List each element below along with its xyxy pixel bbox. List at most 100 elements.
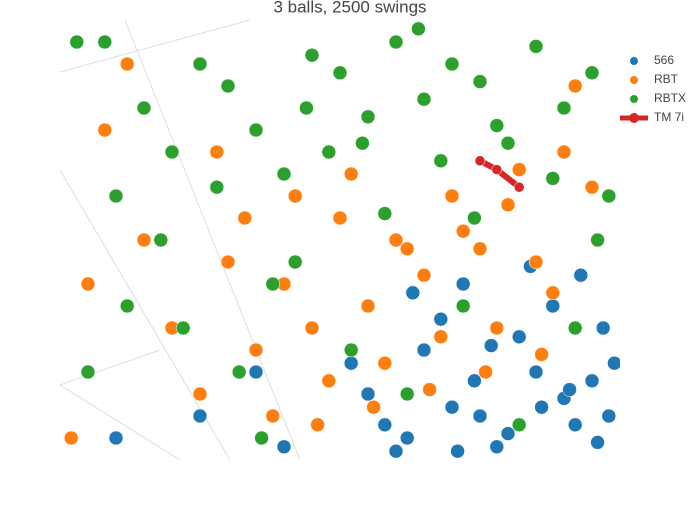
legend-marker	[629, 113, 639, 123]
point	[573, 267, 589, 283]
point	[455, 298, 471, 314]
point	[343, 342, 359, 358]
point	[534, 399, 549, 415]
point	[450, 443, 465, 459]
point	[545, 285, 561, 301]
point	[287, 254, 303, 270]
point	[483, 338, 499, 353]
point	[567, 78, 583, 94]
point	[377, 206, 393, 221]
point	[343, 355, 359, 371]
point	[175, 320, 191, 336]
point	[601, 408, 617, 424]
point	[265, 276, 281, 292]
point	[265, 408, 281, 424]
point	[478, 364, 493, 380]
point	[416, 91, 432, 107]
point	[304, 320, 320, 336]
legend-label: TM 7i	[654, 110, 684, 124]
point	[489, 118, 505, 133]
point	[321, 373, 337, 389]
point	[567, 320, 583, 336]
point	[513, 181, 525, 193]
point	[377, 355, 393, 371]
point	[248, 364, 264, 380]
point	[489, 320, 505, 336]
point	[416, 342, 432, 358]
point	[556, 100, 572, 116]
point	[254, 430, 269, 446]
point	[388, 443, 404, 459]
point	[422, 382, 437, 397]
point	[491, 164, 503, 175]
point	[500, 426, 516, 441]
point	[528, 364, 544, 380]
point	[192, 386, 208, 402]
legend-marker	[630, 57, 638, 65]
point	[136, 100, 152, 116]
point	[607, 355, 620, 371]
point	[360, 109, 376, 125]
axes-3d	[60, 20, 301, 460]
point	[136, 232, 152, 248]
point	[528, 39, 544, 54]
point	[399, 430, 415, 446]
point	[411, 21, 426, 37]
point	[276, 439, 292, 455]
point	[584, 373, 600, 389]
point	[500, 135, 516, 151]
point	[500, 197, 516, 213]
point	[595, 320, 611, 336]
point	[97, 122, 113, 138]
point	[584, 179, 600, 195]
point	[108, 430, 124, 446]
point	[355, 135, 370, 151]
plot-area	[63, 21, 620, 459]
point	[433, 311, 449, 327]
point	[332, 210, 348, 226]
point	[567, 417, 583, 433]
point	[119, 56, 135, 72]
point	[80, 364, 96, 380]
point	[310, 417, 325, 433]
point	[388, 34, 404, 50]
point	[455, 223, 471, 239]
point	[444, 188, 460, 204]
point	[209, 144, 225, 160]
point	[276, 166, 292, 182]
point	[444, 56, 460, 72]
point	[220, 254, 236, 270]
point	[472, 408, 488, 424]
point	[287, 188, 303, 204]
chart-title: 3 balls, 2500 swings	[273, 0, 426, 16]
point	[601, 188, 617, 204]
point	[467, 373, 482, 389]
point	[164, 144, 180, 160]
point	[377, 417, 393, 433]
point	[590, 232, 605, 248]
point	[97, 34, 113, 50]
point	[108, 188, 124, 204]
legend-marker	[630, 76, 638, 84]
point	[433, 329, 449, 345]
legend-label: RBTX	[654, 91, 686, 105]
legend-label: 566	[654, 53, 674, 67]
point	[153, 232, 169, 248]
point	[528, 254, 544, 270]
point	[584, 65, 600, 81]
point	[192, 56, 208, 72]
point	[248, 122, 264, 138]
point	[209, 179, 225, 195]
point	[556, 144, 572, 160]
point	[455, 276, 471, 292]
point	[388, 232, 404, 248]
point	[511, 417, 527, 433]
point	[220, 78, 236, 94]
legend-marker	[630, 95, 638, 103]
point	[119, 298, 135, 314]
point	[192, 408, 208, 424]
point	[511, 162, 527, 177]
point	[472, 241, 488, 257]
point	[69, 34, 85, 50]
